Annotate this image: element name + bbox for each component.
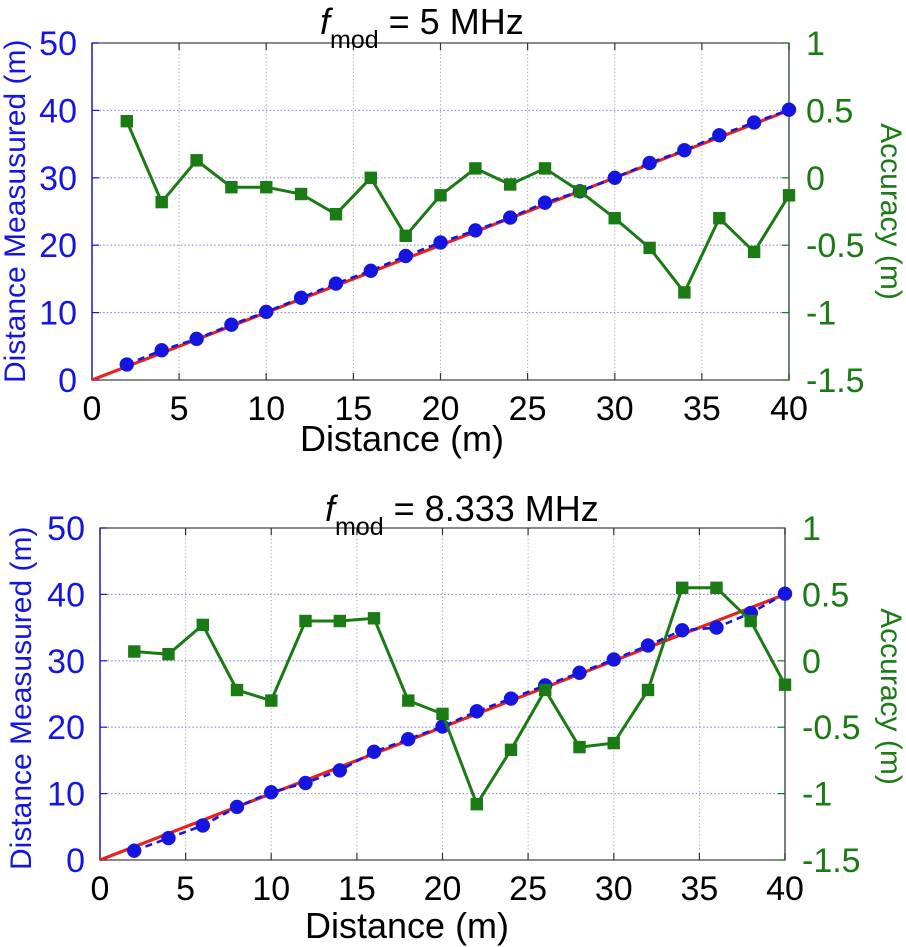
svg-text:-1.5: -1.5 (802, 842, 861, 880)
svg-text:5: 5 (176, 870, 195, 908)
svg-text:40: 40 (47, 576, 85, 614)
svg-text:5: 5 (170, 390, 189, 428)
svg-text:30: 30 (595, 870, 633, 908)
svg-text:50: 50 (47, 510, 85, 548)
svg-text:40: 40 (39, 92, 77, 130)
svg-text:0: 0 (66, 842, 85, 880)
svg-text:0: 0 (806, 160, 825, 198)
svg-text:-0.5: -0.5 (802, 709, 861, 747)
svg-text:25: 25 (509, 390, 547, 428)
svg-text:15: 15 (338, 870, 376, 908)
svg-text:20: 20 (39, 227, 77, 265)
svg-text:-1: -1 (802, 776, 832, 814)
svg-text:10: 10 (39, 295, 77, 333)
svg-text:-1: -1 (806, 295, 836, 333)
svg-text:10: 10 (252, 870, 290, 908)
svg-text:20: 20 (47, 709, 85, 747)
svg-text:10: 10 (47, 776, 85, 814)
svg-text:35: 35 (683, 390, 721, 428)
svg-text:35: 35 (680, 870, 718, 908)
svg-text:0: 0 (91, 870, 110, 908)
svg-text:10: 10 (247, 390, 285, 428)
svg-text:40: 40 (770, 390, 808, 428)
svg-text:-1.5: -1.5 (806, 362, 865, 400)
svg-text:0.5: 0.5 (806, 92, 853, 130)
svg-text:0: 0 (83, 390, 102, 428)
svg-text:40: 40 (766, 870, 804, 908)
svg-text:1: 1 (802, 510, 821, 548)
svg-text:25: 25 (509, 870, 547, 908)
svg-text:1: 1 (806, 25, 825, 63)
svg-text:30: 30 (39, 160, 77, 198)
svg-text:0: 0 (802, 643, 821, 681)
svg-text:-0.5: -0.5 (806, 227, 865, 265)
svg-text:0: 0 (58, 362, 77, 400)
svg-text:50: 50 (39, 25, 77, 63)
svg-text:20: 20 (424, 870, 462, 908)
svg-text:30: 30 (596, 390, 634, 428)
svg-text:30: 30 (47, 643, 85, 681)
svg-text:0.5: 0.5 (802, 576, 849, 614)
